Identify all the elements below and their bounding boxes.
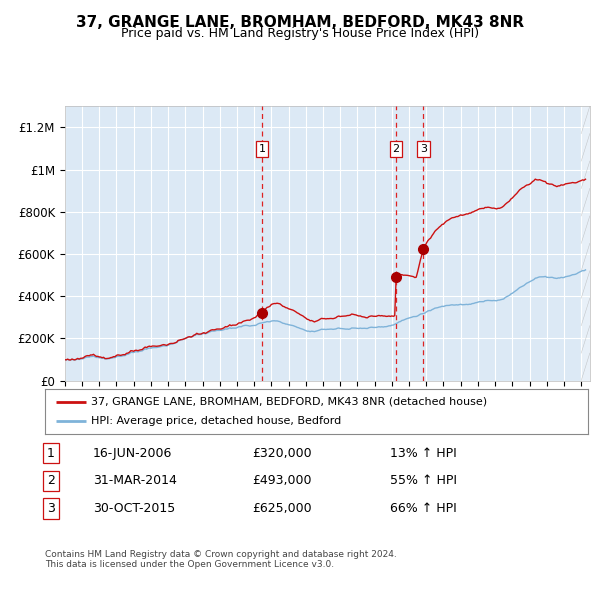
Text: 37, GRANGE LANE, BROMHAM, BEDFORD, MK43 8NR (detached house): 37, GRANGE LANE, BROMHAM, BEDFORD, MK43 … (91, 397, 487, 407)
Text: 1: 1 (259, 144, 265, 154)
Text: £625,000: £625,000 (252, 502, 311, 515)
Text: £320,000: £320,000 (252, 447, 311, 460)
Text: 55% ↑ HPI: 55% ↑ HPI (390, 474, 457, 487)
Text: 16-JUN-2006: 16-JUN-2006 (93, 447, 172, 460)
Text: 3: 3 (47, 502, 55, 515)
Text: £493,000: £493,000 (252, 474, 311, 487)
Text: 2: 2 (47, 474, 55, 487)
Text: Price paid vs. HM Land Registry's House Price Index (HPI): Price paid vs. HM Land Registry's House … (121, 27, 479, 40)
Text: 37, GRANGE LANE, BROMHAM, BEDFORD, MK43 8NR: 37, GRANGE LANE, BROMHAM, BEDFORD, MK43 … (76, 15, 524, 30)
Text: 31-MAR-2014: 31-MAR-2014 (93, 474, 177, 487)
Text: 2: 2 (392, 144, 400, 154)
Text: 30-OCT-2015: 30-OCT-2015 (93, 502, 175, 515)
Text: 3: 3 (420, 144, 427, 154)
Text: Contains HM Land Registry data © Crown copyright and database right 2024.
This d: Contains HM Land Registry data © Crown c… (45, 550, 397, 569)
Text: 1: 1 (47, 447, 55, 460)
Text: HPI: Average price, detached house, Bedford: HPI: Average price, detached house, Bedf… (91, 417, 341, 426)
Text: 13% ↑ HPI: 13% ↑ HPI (390, 447, 457, 460)
Text: 66% ↑ HPI: 66% ↑ HPI (390, 502, 457, 515)
